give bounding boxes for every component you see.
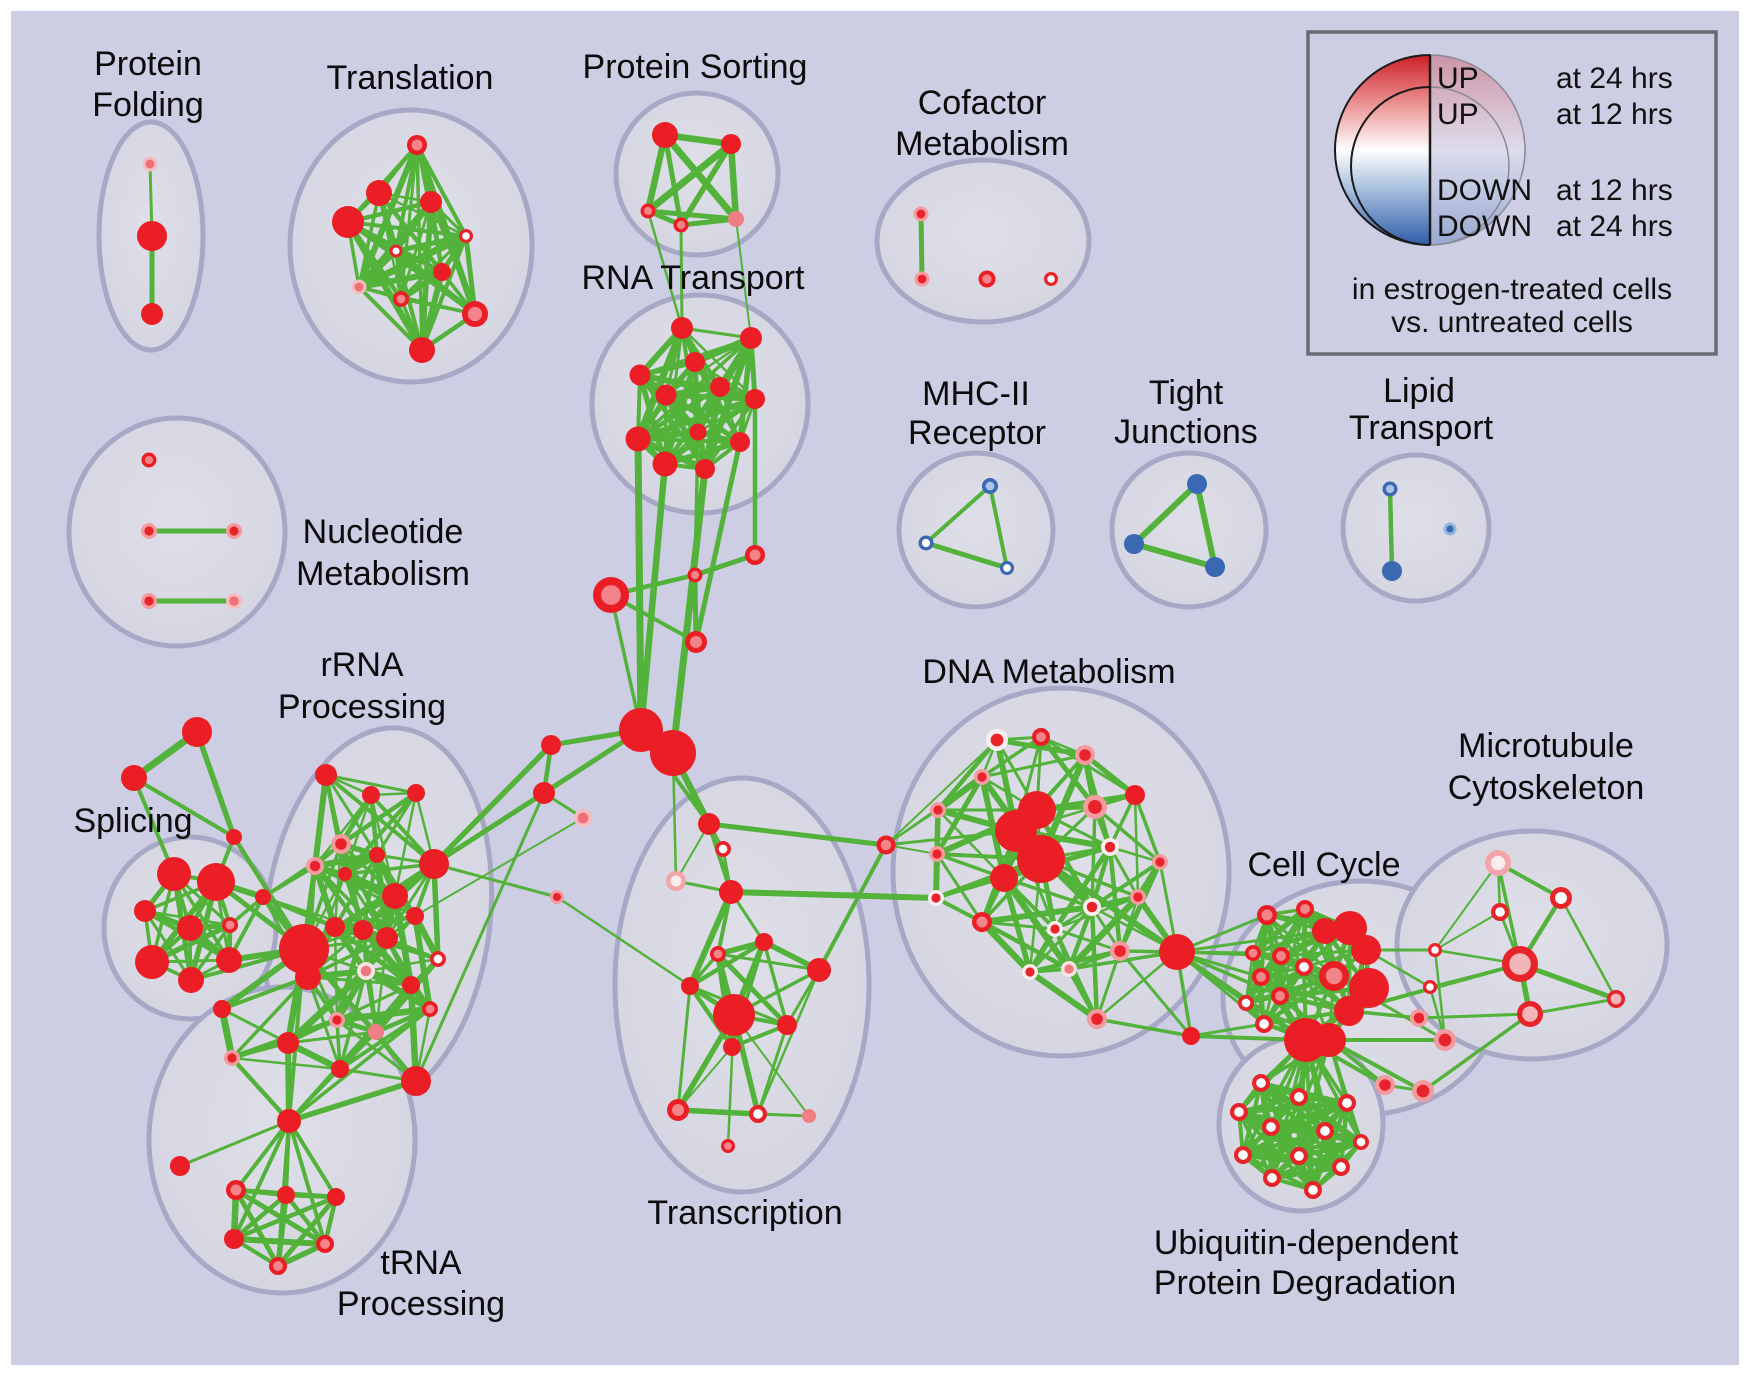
svg-text:Cytoskeleton: Cytoskeleton <box>1448 769 1645 807</box>
svg-text:Metabolism: Metabolism <box>895 125 1069 163</box>
svg-text:in estrogen-treated cells: in estrogen-treated cells <box>1352 273 1672 306</box>
svg-text:Splicing: Splicing <box>73 802 192 840</box>
svg-text:rRNA: rRNA <box>320 646 403 684</box>
svg-text:Translation: Translation <box>327 59 494 97</box>
svg-text:DOWN: DOWN <box>1437 210 1532 243</box>
svg-text:Ubiquitin-dependent: Ubiquitin-dependent <box>1154 1224 1459 1262</box>
svg-text:Junctions: Junctions <box>1114 413 1258 451</box>
svg-text:Processing: Processing <box>278 688 446 726</box>
svg-text:DNA Metabolism: DNA Metabolism <box>922 653 1175 691</box>
svg-text:Cell Cycle: Cell Cycle <box>1247 846 1400 884</box>
svg-text:Nucleotide: Nucleotide <box>303 513 464 551</box>
svg-text:UP: UP <box>1437 62 1479 95</box>
svg-text:at 12 hrs: at 12 hrs <box>1556 174 1673 207</box>
svg-text:at 12 hrs: at 12 hrs <box>1556 98 1673 131</box>
svg-text:UP: UP <box>1437 98 1479 131</box>
svg-text:Protein Degradation: Protein Degradation <box>1154 1264 1456 1302</box>
svg-text:Transport: Transport <box>1349 409 1494 447</box>
svg-text:DOWN: DOWN <box>1437 174 1532 207</box>
svg-text:vs. untreated cells: vs. untreated cells <box>1391 306 1633 339</box>
svg-text:RNA Transport: RNA Transport <box>582 259 806 297</box>
svg-text:Lipid: Lipid <box>1383 372 1455 410</box>
svg-text:Microtubule: Microtubule <box>1458 727 1634 765</box>
svg-text:Protein Sorting: Protein Sorting <box>583 48 808 86</box>
svg-text:Protein: Protein <box>94 45 202 83</box>
svg-text:Cofactor: Cofactor <box>918 84 1047 122</box>
svg-text:Processing: Processing <box>337 1285 505 1323</box>
svg-text:tRNA: tRNA <box>380 1244 462 1282</box>
svg-text:Folding: Folding <box>92 86 204 124</box>
svg-text:Tight: Tight <box>1149 374 1224 412</box>
svg-text:at 24 hrs: at 24 hrs <box>1556 62 1673 95</box>
svg-text:Transcription: Transcription <box>647 1194 842 1232</box>
svg-text:MHC-II: MHC-II <box>922 375 1030 413</box>
svg-text:at 24 hrs: at 24 hrs <box>1556 210 1673 243</box>
svg-text:Metabolism: Metabolism <box>296 555 470 593</box>
svg-text:Receptor: Receptor <box>908 414 1046 452</box>
